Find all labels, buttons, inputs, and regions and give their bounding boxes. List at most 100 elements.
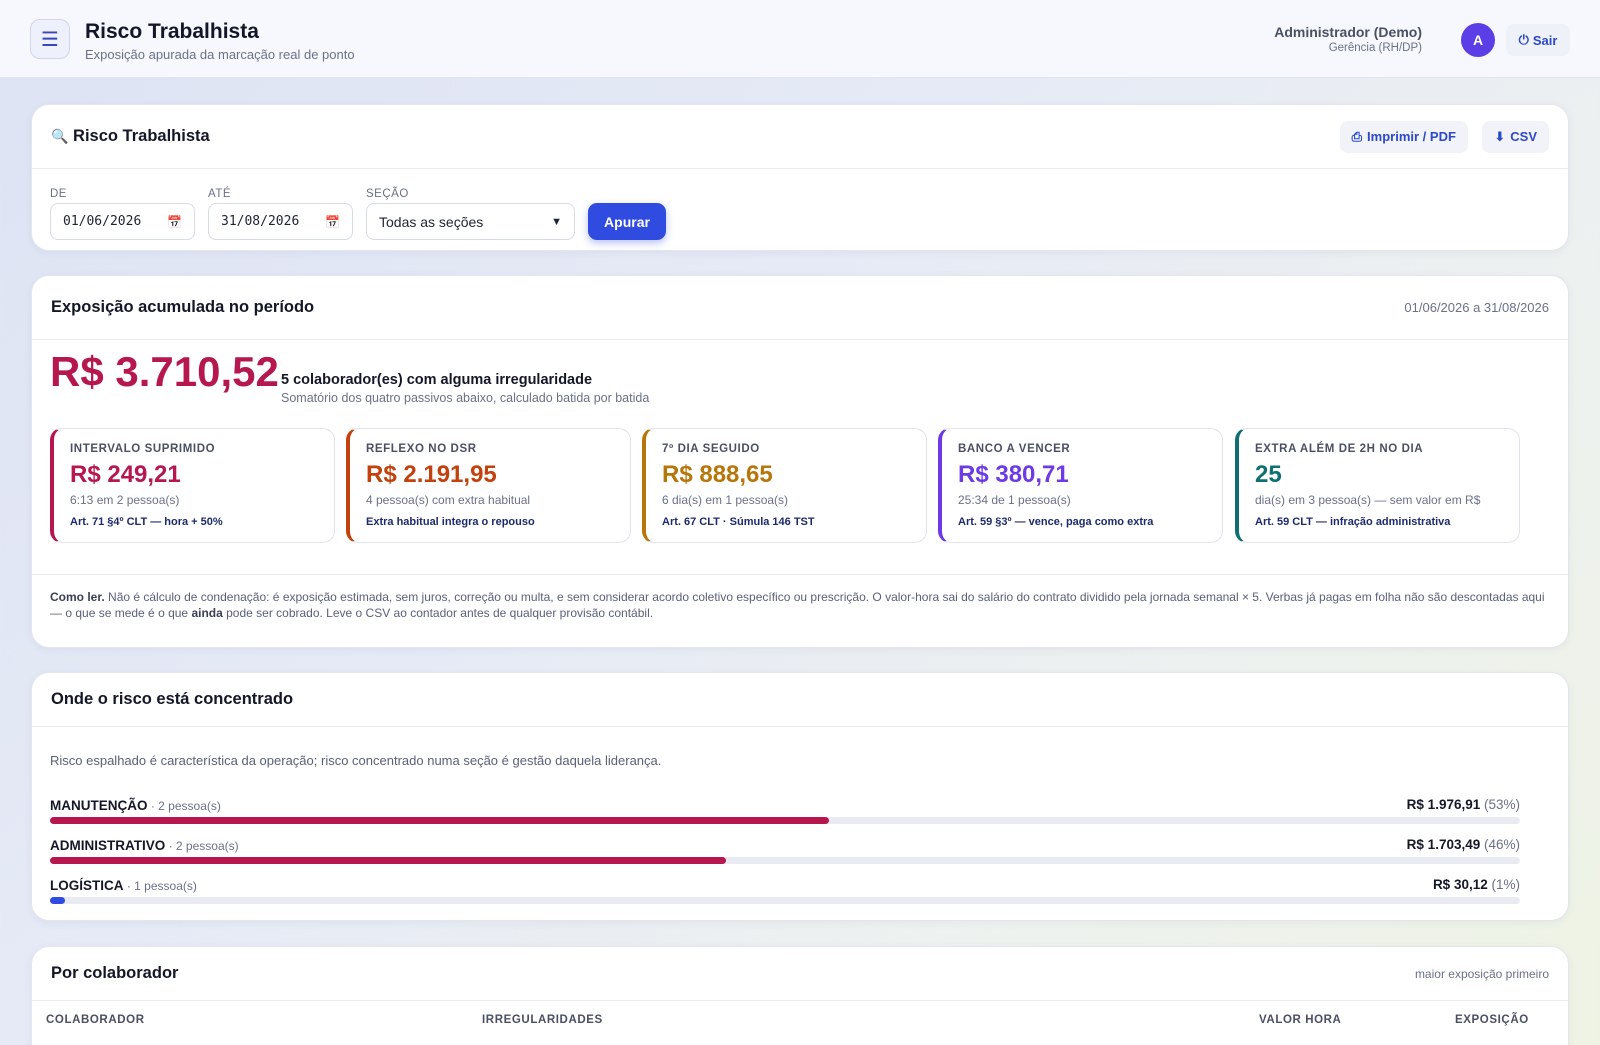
page-title: Risco Trabalhista [85, 20, 259, 43]
section-value: Todas as seções [379, 213, 484, 230]
logout-label: Sair [1532, 32, 1558, 48]
from-label: DE [50, 188, 67, 200]
filter-card-header: 🔍 Risco Trabalhista ⎙ Imprimir / PDF ⬇ C… [32, 105, 1568, 169]
concentration-row: MANUTENÇÃO · 2 pessoa(s) R$ 1.976,91 (53… [50, 797, 1520, 824]
collaborators-count: 5 colaborador(es) com alguma irregularid… [281, 372, 593, 388]
concentration-row: LOGÍSTICA · 1 pessoa(s) R$ 30,12 (1%) [50, 877, 1520, 904]
concentration-title: Onde o risco está concentrado [51, 690, 294, 708]
kpi-ref: Art. 67 CLT · Súmula 146 TST [662, 516, 815, 528]
collaborators-sort-note: maior exposição primeiro [1414, 966, 1549, 981]
section-name: LOGÍSTICA [50, 878, 124, 893]
section-percent: (46%) [1480, 837, 1520, 852]
section-value: R$ 1.703,49 (46%) [1407, 837, 1520, 852]
kpi-sub: dia(s) em 3 pessoa(s) — sem valor em R$ [1255, 493, 1481, 507]
total-exposure: R$ 3.710,52 [50, 348, 279, 395]
progress-fill [50, 817, 830, 824]
csv-button[interactable]: ⬇ CSV [1482, 120, 1549, 153]
chevron-down-icon: ▼ [551, 215, 562, 228]
to-label: ATÉ [208, 188, 232, 200]
section-percent: (1%) [1487, 877, 1520, 892]
binoculars-icon: 🔍 [51, 128, 69, 144]
kpi-ref: Art. 71 §4º CLT — hora + 50% [70, 516, 223, 528]
user-info: Administrador (Demo) Gerência (RH/DP) [1274, 24, 1422, 54]
kpi-label: Intervalo suprimido [70, 443, 216, 455]
collaborators-header: Por colaborador maior exposição primeiro [32, 947, 1568, 1001]
note-text: Não é cálculo de condenação: é exposição… [50, 590, 1545, 620]
filter-card-title: 🔍 Risco Trabalhista [51, 127, 210, 146]
calendar-icon[interactable]: 📅 [167, 214, 182, 229]
progress-fill [50, 857, 727, 864]
collaborators-card: Por colaborador maior exposição primeiro… [31, 946, 1569, 1045]
menu-button[interactable]: ☰ [30, 19, 70, 59]
column-header-irregularities[interactable]: IRREGULARIDADES [482, 1014, 603, 1026]
kpi-label: 7º dia seguido [662, 443, 760, 455]
section-value: R$ 1.976,91 (53%) [1407, 797, 1520, 812]
kpi-value: R$ 249,21 [70, 461, 181, 488]
summary-title: Exposição acumulada no período [51, 298, 315, 316]
kpi-sub: 25:34 de 1 pessoa(s) [958, 493, 1071, 507]
section-count: · 2 pessoa(s) [165, 839, 239, 853]
section-count: · 1 pessoa(s) [123, 879, 197, 893]
from-date-value: 01/06/2026 [63, 214, 142, 229]
progress-fill [50, 897, 65, 904]
user-role: Gerência (RH/DP) [1328, 42, 1422, 54]
note-text-end: pode ser cobrado. Leve o CSV ao contador… [222, 606, 654, 620]
filter-card: 🔍 Risco Trabalhista ⎙ Imprimir / PDF ⬇ C… [31, 104, 1569, 251]
note-emphasis: ainda [191, 606, 223, 620]
page-subtitle: Exposição apurada da marcação real de po… [85, 47, 355, 62]
toolbar: ⎙ Imprimir / PDF ⬇ CSV [1330, 120, 1549, 153]
logout-button[interactable]: ⏻ Sair [1506, 24, 1570, 56]
section-percent: (53%) [1480, 797, 1520, 812]
kpi-card: 7º dia seguido R$ 888,65 6 dia(s) em 1 p… [642, 428, 927, 543]
from-date-input[interactable]: 01/06/2026 📅 [50, 203, 195, 240]
kpi-sub: 6 dia(s) em 1 pessoa(s) [662, 493, 789, 507]
to-date-input[interactable]: 31/08/2026 📅 [208, 203, 353, 240]
summary-card: Exposição acumulada no período 01/06/202… [31, 275, 1569, 648]
kpi-label: Banco a vencer [958, 443, 1071, 455]
kpi-label: Reflexo no DSR [366, 443, 477, 455]
section-name: ADMINISTRATIVO [50, 838, 166, 853]
kpi-card: Extra além de 2h no dia 25 dia(s) em 3 p… [1235, 428, 1520, 543]
top-bar: ☰ Risco Trabalhista Exposição apurada da… [0, 0, 1600, 78]
filter-card-title-text: Risco Trabalhista [73, 127, 210, 145]
progress-track [50, 857, 1520, 864]
download-icon: ⬇ [1494, 128, 1506, 144]
concentration-header: Onde o risco está concentrado [32, 673, 1568, 727]
hamburger-icon: ☰ [41, 28, 59, 51]
section-value: R$ 30,12 (1%) [1433, 877, 1520, 892]
kpi-card: Banco a vencer R$ 380,71 25:34 de 1 pess… [938, 428, 1223, 543]
kpi-card: Reflexo no DSR R$ 2.191,95 4 pessoa(s) c… [346, 428, 631, 543]
column-header-exposure[interactable]: EXPOSIÇÃO [1455, 1014, 1529, 1026]
kpi-sub: 6:13 em 2 pessoa(s) [70, 493, 180, 507]
print-pdf-label: Imprimir / PDF [1367, 129, 1456, 144]
printer-icon: ⎙ [1351, 128, 1363, 144]
print-pdf-button[interactable]: ⎙ Imprimir / PDF [1339, 120, 1468, 153]
column-header-hour-value[interactable]: VALOR HORA [1259, 1014, 1342, 1026]
kpi-ref: Extra habitual integra o repouso [366, 516, 535, 528]
column-header-collaborator[interactable]: COLABORADOR [46, 1014, 145, 1026]
power-icon: ⏻ [1518, 32, 1529, 47]
kpi-ref: Art. 59 §3º — vence, paga como extra [958, 516, 1154, 528]
kpi-label: Extra além de 2h no dia [1255, 443, 1424, 455]
kpi-sub: 4 pessoa(s) com extra habitual [366, 493, 531, 507]
csv-label: CSV [1510, 129, 1537, 144]
calendar-icon[interactable]: 📅 [325, 214, 340, 229]
apply-button[interactable]: Apurar [588, 203, 666, 240]
section-count: · 2 pessoa(s) [147, 799, 221, 813]
total-description: Somatório dos quatro passivos abaixo, ca… [281, 391, 650, 405]
collaborators-title: Por colaborador [51, 964, 179, 982]
concentration-intro: Risco espalhado é característica da oper… [50, 753, 662, 768]
concentration-card: Onde o risco está concentrado Risco espa… [31, 672, 1569, 921]
kpi-value: R$ 888,65 [662, 461, 773, 488]
section-name: MANUTENÇÃO [50, 798, 148, 813]
section-label: SEÇÃO [366, 188, 409, 200]
note-lead: Como ler. [50, 590, 105, 604]
kpi-value: 25 [1255, 461, 1282, 488]
kpi-ref: Art. 59 CLT — infração administrativa [1255, 516, 1451, 528]
avatar[interactable]: A [1461, 23, 1495, 57]
section-select[interactable]: Todas as seções ▼ [366, 203, 575, 240]
user-name: Administrador (Demo) [1274, 24, 1422, 40]
progress-track [50, 897, 1520, 904]
section-amount: R$ 1.976,91 [1406, 797, 1481, 812]
section-amount: R$ 1.703,49 [1406, 837, 1481, 852]
